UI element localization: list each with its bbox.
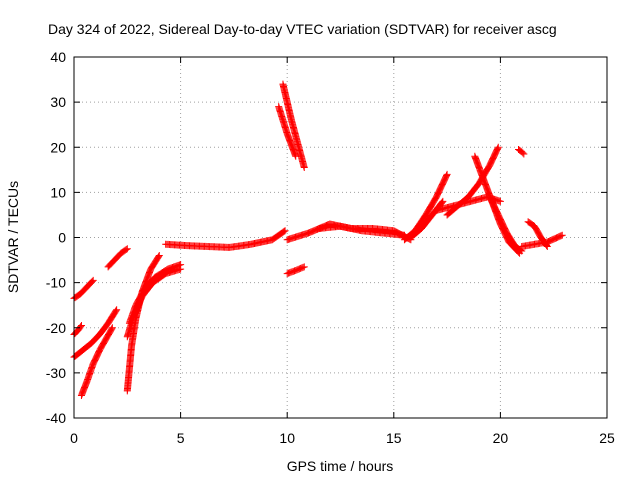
data-point [177,261,185,269]
data-point [438,198,446,206]
series-arc-short-2h [104,245,131,271]
series-arc-rise-16h [400,170,451,244]
y-tick-label: 30 [50,94,66,110]
x-tick-label: 10 [279,430,295,446]
series-arc-mid-day-b [315,222,408,239]
data-point [77,323,85,331]
data-point [517,246,525,254]
data-point [300,164,308,172]
chart-title: Day 324 of 2022, Sidereal Day-to-day VTE… [48,21,557,37]
data-point [280,227,288,235]
data-point [77,321,85,329]
data-point [443,171,451,179]
data-point [494,144,502,152]
data-point [496,197,504,205]
data-point [300,263,308,271]
series-arc-isolated-21h [515,146,528,158]
data-point [439,197,447,205]
data-point [155,252,163,260]
axis-ticks: 0 5 10 15 20 25 -40 -30 -20 -10 0 10 20 30 40 [46,49,615,446]
series-arc-steep-dive [77,324,116,399]
y-tick-label: 10 [50,184,66,200]
y-tick-label: -40 [46,410,66,426]
data-points [70,80,566,399]
series-arc-low-10h [283,263,308,278]
y-tick-label: -20 [46,320,66,336]
data-point [520,150,528,158]
data-point [281,227,289,235]
plot-frame [73,56,608,419]
series-arc-early-low [70,306,121,361]
series-arc-early-mid [70,321,85,339]
data-point [113,306,121,314]
data-point [123,245,131,253]
data-point [88,277,96,285]
data-point [494,143,502,151]
data-point [155,253,163,261]
series-arc-late-22h [518,231,566,251]
y-tick-label: 40 [50,49,66,65]
series-arc-spike-10h-b [279,80,308,172]
y-tick-label: 20 [50,139,66,155]
x-tick-label: 15 [386,430,402,446]
y-tick-label: 0 [58,230,66,246]
data-point [108,324,116,332]
y-tick-label: -30 [46,365,66,381]
x-tick-label: 20 [493,430,509,446]
series-arc-spike-10h [275,103,300,160]
x-tick-label: 0 [70,430,78,446]
y-axis-label: SDTVAR / TECUs [5,181,21,293]
data-point [112,307,120,315]
data-point [558,231,566,239]
data-point [108,325,116,333]
grid [74,57,607,418]
x-tick-label: 25 [599,430,615,446]
data-point [443,170,451,178]
series-arc-rise-3h-b [125,261,185,327]
data-point [557,232,565,240]
series-arc-early-high [70,276,97,302]
data-point [89,276,97,284]
series-arc-flat-5h [162,227,289,251]
data-point [122,246,130,254]
series-arc-fall-20h [486,193,526,255]
x-tick-label: 5 [177,430,185,446]
series-arc-rise-16h-b [407,197,447,241]
y-tick-label: -10 [46,275,66,291]
x-axis-label: GPS time / hours [287,458,394,474]
data-point [299,263,307,271]
data-point [519,149,527,157]
